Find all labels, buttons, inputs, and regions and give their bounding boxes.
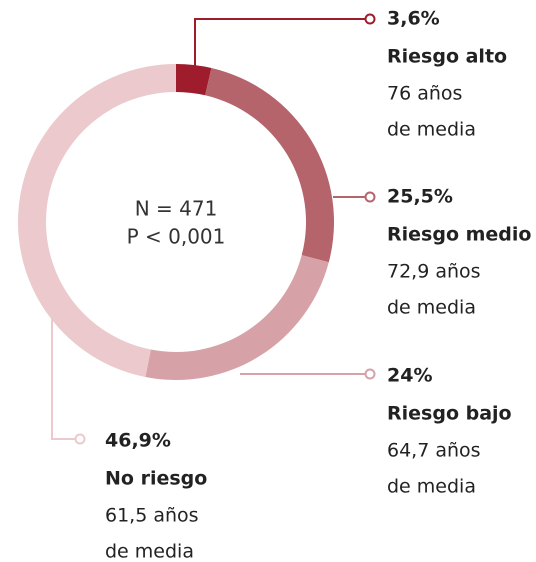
detail-label: de media xyxy=(387,119,476,141)
leader-dot xyxy=(364,191,376,203)
value-label: 3,6% xyxy=(387,8,440,30)
donut-segment xyxy=(205,68,334,263)
leader-line xyxy=(194,18,365,68)
detail-label: de media xyxy=(387,297,476,319)
detail-label: de media xyxy=(387,476,476,498)
value-label: 25,5% xyxy=(387,186,453,208)
value-label: 24% xyxy=(387,365,432,387)
center-text: P < 0,001 xyxy=(127,225,226,249)
category-label: Riesgo bajo xyxy=(387,403,512,425)
donut-segment xyxy=(176,64,212,96)
leader-line xyxy=(51,270,75,440)
leader-dot xyxy=(364,13,376,25)
value-label: 46,9% xyxy=(105,430,171,452)
detail-label: 61,5 años xyxy=(105,505,199,527)
donut-segment xyxy=(17,64,177,378)
leader-dot xyxy=(74,433,86,445)
detail-label: 72,9 años xyxy=(387,261,481,283)
donut-segment xyxy=(145,255,329,380)
leader-dot xyxy=(364,368,376,380)
detail-label: de media xyxy=(105,541,194,562)
category-label: No riesgo xyxy=(105,468,207,490)
category-label: Riesgo medio xyxy=(387,224,531,246)
detail-label: 76 años xyxy=(387,83,462,105)
category-label: Riesgo alto xyxy=(387,46,507,68)
detail-label: 64,7 años xyxy=(387,440,481,462)
center-text: N = 471 xyxy=(135,197,218,221)
